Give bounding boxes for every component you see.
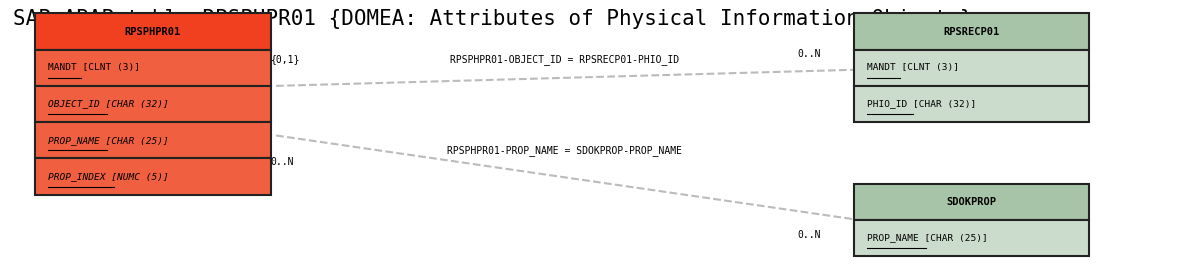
Text: SAP ABAP table RPSPHPR01 {DOMEA: Attributes of Physical Information Objects}: SAP ABAP table RPSPHPR01 {DOMEA: Attribu… [13,9,973,30]
FancyBboxPatch shape [854,184,1089,220]
FancyBboxPatch shape [35,14,270,50]
Text: 0..N: 0..N [797,230,821,240]
FancyBboxPatch shape [35,122,270,158]
Text: PROP_INDEX [NUMC (5)]: PROP_INDEX [NUMC (5)] [48,172,170,181]
Text: PHIO_ID [CHAR (32)]: PHIO_ID [CHAR (32)] [867,99,976,108]
Text: OBJECT_ID [CHAR (32)]: OBJECT_ID [CHAR (32)] [48,99,170,108]
Text: RPSPHPR01-PROP_NAME = SDOKPROP-PROP_NAME: RPSPHPR01-PROP_NAME = SDOKPROP-PROP_NAME [447,145,683,156]
Text: PROP_NAME [CHAR (25)]: PROP_NAME [CHAR (25)] [867,234,988,243]
FancyBboxPatch shape [854,86,1089,122]
FancyBboxPatch shape [35,158,270,195]
Text: RPSRECP01: RPSRECP01 [943,27,1000,37]
FancyBboxPatch shape [854,50,1089,86]
Text: 0..N: 0..N [797,49,821,59]
FancyBboxPatch shape [854,220,1089,256]
Text: MANDT [CLNT (3)]: MANDT [CLNT (3)] [867,63,959,72]
Text: {0,1}: {0,1} [270,54,299,64]
Text: 0..N: 0..N [270,157,294,167]
FancyBboxPatch shape [854,14,1089,50]
Text: MANDT [CLNT (3)]: MANDT [CLNT (3)] [48,63,140,72]
Text: RPSPHPR01-OBJECT_ID = RPSRECP01-PHIO_ID: RPSPHPR01-OBJECT_ID = RPSRECP01-PHIO_ID [450,54,679,64]
Text: RPSPHPR01: RPSPHPR01 [125,27,180,37]
Text: SDOKPROP: SDOKPROP [947,197,996,207]
FancyBboxPatch shape [35,50,270,86]
Text: PROP_NAME [CHAR (25)]: PROP_NAME [CHAR (25)] [48,136,170,145]
FancyBboxPatch shape [35,86,270,122]
